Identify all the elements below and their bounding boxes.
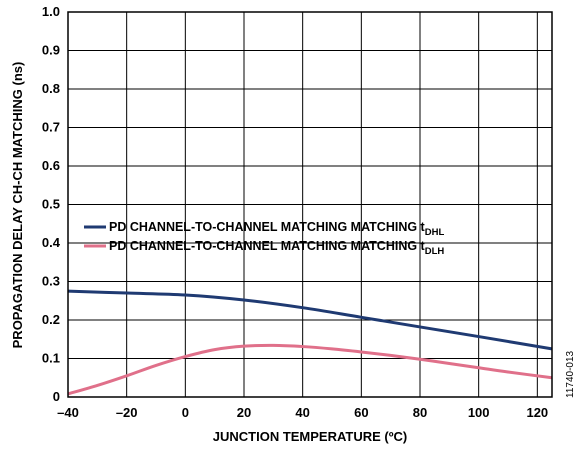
grid bbox=[68, 12, 552, 397]
x-tick-label: 80 bbox=[413, 405, 427, 420]
x-tick-label: –40 bbox=[57, 405, 79, 420]
y-tick-label: 0 bbox=[53, 389, 60, 404]
series-line-1 bbox=[67, 289, 553, 351]
y-tick-label: 0.8 bbox=[42, 81, 60, 96]
y-tick-label: 0.6 bbox=[42, 158, 60, 173]
x-tick-label: 40 bbox=[295, 405, 309, 420]
x-tick-label: 120 bbox=[526, 405, 548, 420]
x-tick-label: 60 bbox=[354, 405, 368, 420]
x-tick-label: –20 bbox=[116, 405, 138, 420]
x-tick-label: 100 bbox=[468, 405, 490, 420]
legend-label-1: PD CHANNEL-TO-CHANNEL MATCHING MATCHING … bbox=[109, 220, 444, 238]
x-tick-label: 0 bbox=[182, 405, 189, 420]
y-tick-labels: 0 0.1 0.2 0.3 0.4 0.5 0.6 0.7 0.8 0.9 1.0 bbox=[42, 4, 61, 404]
y-tick-label: 0.1 bbox=[42, 351, 60, 366]
figure-id: 11740-013 bbox=[565, 350, 576, 398]
legend-entry-1: PD CHANNEL-TO-CHANNEL MATCHING MATCHING … bbox=[84, 220, 444, 238]
y-tick-label: 0.4 bbox=[42, 235, 61, 250]
series-line-2 bbox=[67, 343, 553, 396]
x-axis-title: JUNCTION TEMPERATURE (ºC) bbox=[213, 429, 407, 444]
legend-label-2: PD CHANNEL-TO-CHANNEL MATCHING MATCHING … bbox=[109, 239, 444, 257]
x-tick-label: 20 bbox=[237, 405, 251, 420]
x-tick-labels: –40 –20 0 20 40 60 80 100 120 bbox=[57, 405, 548, 420]
series-lines bbox=[67, 289, 553, 396]
y-tick-label: 0.5 bbox=[42, 197, 60, 212]
y-tick-label: 0.7 bbox=[42, 120, 60, 135]
y-tick-label: 0.9 bbox=[42, 43, 60, 58]
y-tick-label: 0.2 bbox=[42, 312, 60, 327]
y-axis-title: PROPAGATION DELAY CH-CH MATCHING (ns) bbox=[10, 62, 25, 349]
legend: PD CHANNEL-TO-CHANNEL MATCHING MATCHING … bbox=[84, 220, 444, 257]
legend-entry-2: PD CHANNEL-TO-CHANNEL MATCHING MATCHING … bbox=[84, 239, 444, 257]
plot-frame bbox=[67, 11, 553, 398]
y-tick-label: 0.3 bbox=[42, 274, 60, 289]
y-tick-label: 1.0 bbox=[42, 4, 60, 19]
